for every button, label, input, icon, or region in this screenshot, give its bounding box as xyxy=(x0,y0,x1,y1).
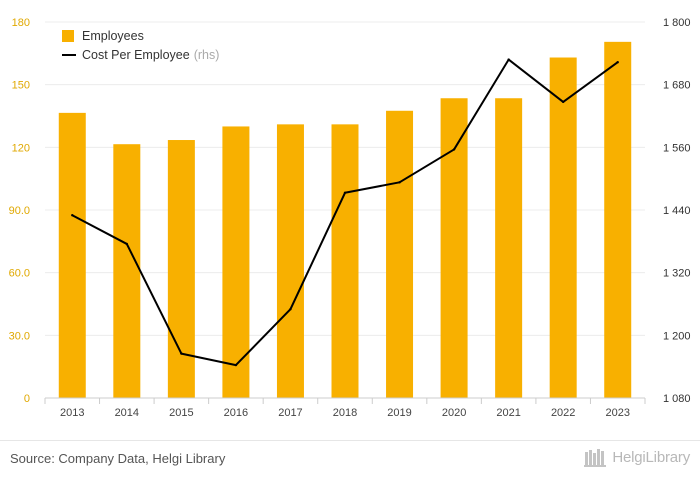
chart: 0 30.0 60.0 90.0 120 150 180 1 080 1 200 1 320 1 4… xyxy=(9,17,691,419)
x-axis-tick-label: 2013 xyxy=(60,407,84,419)
left-axis-tick-label: 30.0 xyxy=(9,330,30,342)
left-axis-tick-label: 60.0 xyxy=(9,268,30,280)
legend-line-swatch xyxy=(62,53,76,56)
legend-rhs-note: (rhs) xyxy=(193,47,220,62)
point-cost-per-employee xyxy=(561,100,565,104)
x-axis-tick-label: 2023 xyxy=(605,407,629,419)
legend-item-employees[interactable]: Employees xyxy=(62,26,219,45)
legend: Employees Cost Per Employee (rhs) xyxy=(62,26,219,64)
bar-employees xyxy=(331,124,359,398)
point-cost-per-employee xyxy=(507,58,510,61)
point-cost-per-employee xyxy=(398,181,401,184)
bar-employees xyxy=(604,41,632,398)
left-axis-tick-label: 150 xyxy=(12,80,30,92)
point-cost-per-employee xyxy=(71,214,74,217)
x-axis-tick-label: 2018 xyxy=(333,407,357,419)
brand-logo[interactable]: HelgiLibrary xyxy=(584,447,690,467)
point-cost-per-employee xyxy=(616,61,619,64)
x-axis-tick-label: 2019 xyxy=(387,407,411,419)
x-axis-tick-label: 2016 xyxy=(224,407,248,419)
right-axis-tick-label: 1 440 xyxy=(663,205,691,217)
legend-item-cost-per-employee[interactable]: Cost Per Employee (rhs) xyxy=(62,45,219,64)
point-cost-per-employee xyxy=(180,352,183,355)
right-axis-tick-label: 1 560 xyxy=(663,142,691,154)
x-axis-tick-label: 2020 xyxy=(442,407,466,419)
point-cost-per-employee xyxy=(289,308,292,311)
source-text: Source: Company Data, Helgi Library xyxy=(10,451,226,466)
right-axis-tick-label: 1 800 xyxy=(663,17,691,29)
x-axis-tick-label: 2017 xyxy=(278,407,302,419)
library-books-icon xyxy=(584,449,607,467)
legend-label-cost-per-employee: Cost Per Employee xyxy=(82,47,190,62)
point-cost-per-employee xyxy=(234,363,238,367)
point-cost-per-employee xyxy=(125,242,129,246)
x-axis-tick-label: 2015 xyxy=(169,407,193,419)
left-axis-tick-label: 180 xyxy=(12,17,30,29)
footer: Source: Company Data, Helgi Library Helg… xyxy=(0,440,700,484)
bar-employees xyxy=(440,98,468,398)
bar-employees xyxy=(222,126,250,398)
bar-employees xyxy=(276,124,304,398)
right-axis-tick-label: 1 080 xyxy=(663,393,691,405)
right-axis-tick-label: 1 680 xyxy=(663,80,691,92)
bar-employees xyxy=(113,144,141,398)
legend-bar-swatch xyxy=(62,29,74,42)
right-axis-tick-label: 1 320 xyxy=(663,268,691,280)
point-cost-per-employee xyxy=(343,191,347,194)
point-cost-per-employee xyxy=(452,148,456,151)
left-axis-tick-label: 0 xyxy=(24,393,30,405)
left-axis-tick-label: 120 xyxy=(12,142,30,154)
bar-employees xyxy=(495,98,523,398)
x-axis-tick-label: 2022 xyxy=(551,407,575,419)
bar-employees xyxy=(386,110,414,399)
left-axis-tick-label: 90.0 xyxy=(9,205,30,217)
legend-label-employees: Employees xyxy=(82,28,144,43)
bar-employees xyxy=(58,112,86,398)
x-axis-tick-label: 2021 xyxy=(496,407,520,419)
bar-employees xyxy=(549,57,577,399)
right-axis-tick-label: 1 200 xyxy=(663,330,691,342)
bar-employees xyxy=(167,140,195,398)
brand-text: HelgiLibrary xyxy=(612,448,690,466)
x-axis-tick-label: 2014 xyxy=(115,407,139,419)
